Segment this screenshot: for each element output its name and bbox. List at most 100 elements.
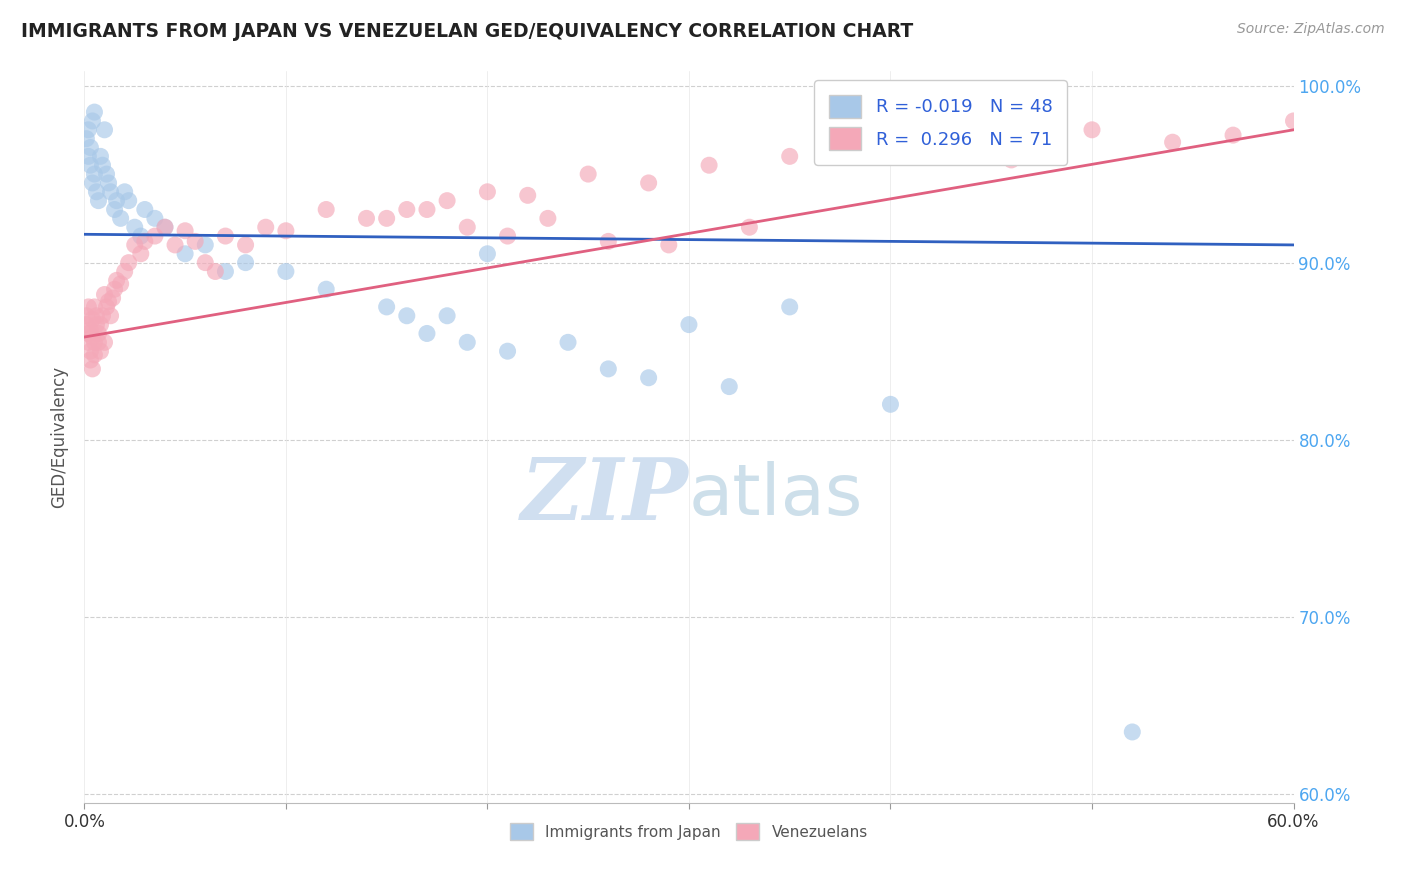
Point: [416, 326, 439, 341]
Point: [87, 194, 110, 208]
Point: [254, 220, 277, 235]
Point: [77, 149, 100, 163]
Point: [104, 202, 127, 217]
Point: [134, 202, 156, 217]
Point: [77, 326, 100, 341]
Point: [859, 140, 882, 154]
Point: [477, 185, 499, 199]
Point: [1161, 135, 1184, 149]
Point: [83, 167, 105, 181]
Point: [77, 300, 100, 314]
Point: [96, 167, 118, 181]
Point: [93, 287, 115, 301]
Point: [100, 309, 122, 323]
Text: IMMIGRANTS FROM JAPAN VS VENEZUELAN GED/EQUIVALENCY CORRELATION CHART: IMMIGRANTS FROM JAPAN VS VENEZUELAN GED/…: [21, 22, 914, 41]
Point: [194, 255, 217, 269]
Point: [557, 335, 579, 350]
Point: [129, 247, 152, 261]
Point: [97, 176, 120, 190]
Point: [274, 264, 297, 278]
Point: [87, 335, 110, 350]
Point: [315, 282, 337, 296]
Point: [89, 149, 111, 163]
Point: [637, 370, 659, 384]
Point: [153, 220, 176, 235]
Point: [779, 300, 801, 314]
Point: [779, 149, 801, 163]
Point: [82, 330, 104, 344]
Point: [100, 185, 122, 199]
Point: [134, 235, 156, 249]
Point: [375, 300, 398, 314]
Point: [86, 309, 108, 323]
Point: [77, 335, 100, 350]
Point: [214, 229, 236, 244]
Legend: Immigrants from Japan, Venezuelans: Immigrants from Japan, Venezuelans: [505, 816, 873, 847]
Point: [79, 344, 101, 359]
Point: [1282, 114, 1305, 128]
Point: [89, 344, 111, 359]
Point: [375, 211, 398, 226]
Point: [101, 291, 124, 305]
Point: [118, 255, 141, 269]
Point: [395, 309, 418, 323]
Point: [124, 220, 146, 235]
Point: [91, 309, 114, 323]
Point: [77, 123, 100, 137]
Point: [82, 176, 104, 190]
Point: [204, 264, 226, 278]
Point: [598, 362, 620, 376]
Point: [75, 318, 97, 332]
Point: [496, 344, 519, 359]
Point: [79, 158, 101, 172]
Point: [114, 185, 136, 199]
Point: [83, 105, 105, 120]
Text: atlas: atlas: [689, 461, 863, 530]
Point: [83, 335, 105, 350]
Point: [79, 323, 101, 337]
Point: [214, 264, 236, 278]
Point: [537, 211, 560, 226]
Point: [104, 282, 127, 296]
Point: [315, 202, 337, 217]
Point: [436, 309, 458, 323]
Point: [356, 211, 378, 226]
Point: [118, 194, 141, 208]
Point: [105, 273, 128, 287]
Point: [143, 211, 166, 226]
Point: [477, 247, 499, 261]
Point: [598, 235, 620, 249]
Point: [456, 335, 478, 350]
Point: [79, 353, 101, 368]
Point: [658, 238, 681, 252]
Point: [86, 185, 108, 199]
Point: [456, 220, 478, 235]
Point: [416, 202, 439, 217]
Point: [82, 312, 104, 326]
Point: [87, 326, 110, 341]
Point: [274, 224, 297, 238]
Point: [174, 224, 197, 238]
Point: [718, 379, 741, 393]
Point: [1000, 153, 1022, 167]
Point: [89, 318, 111, 332]
Point: [194, 238, 217, 252]
Point: [82, 114, 104, 128]
Point: [738, 220, 761, 235]
Point: [93, 123, 115, 137]
Point: [576, 167, 599, 181]
Point: [105, 194, 128, 208]
Point: [1121, 725, 1143, 739]
Point: [93, 335, 115, 350]
Point: [75, 309, 97, 323]
Point: [129, 229, 152, 244]
Point: [235, 255, 257, 269]
Text: Source: ZipAtlas.com: Source: ZipAtlas.com: [1237, 22, 1385, 37]
Point: [879, 397, 901, 411]
Point: [86, 318, 108, 332]
Point: [110, 277, 132, 291]
Point: [395, 202, 418, 217]
Point: [153, 220, 176, 235]
Text: ZIP: ZIP: [522, 454, 689, 537]
Point: [83, 300, 105, 314]
